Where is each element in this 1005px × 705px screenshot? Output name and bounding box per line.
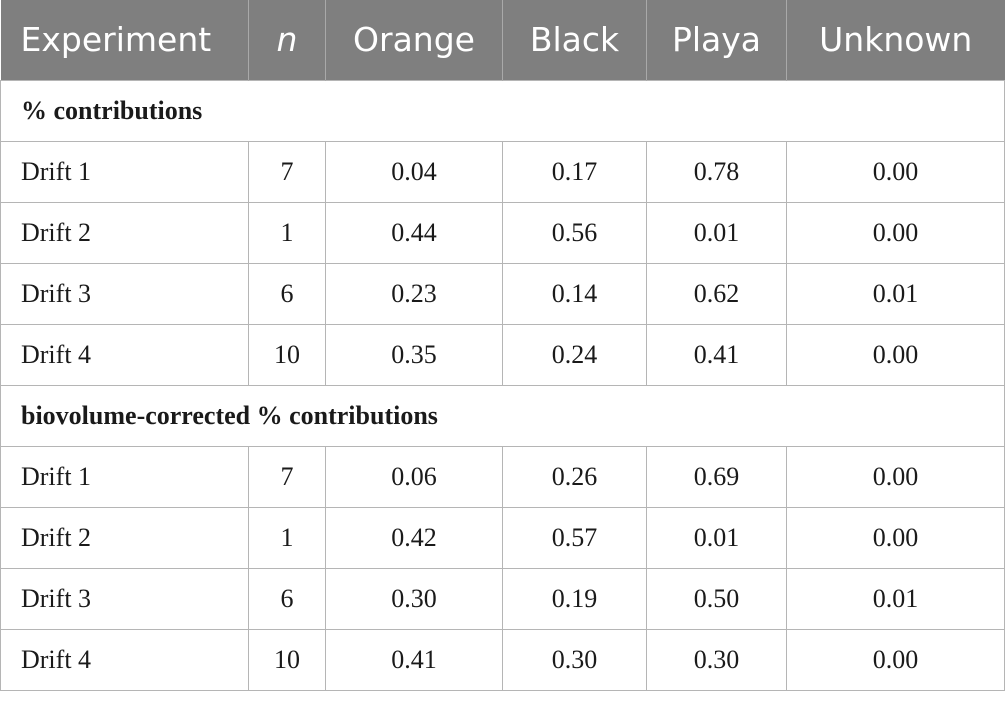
cell-playa: 0.62 bbox=[646, 262, 787, 325]
cell-orange: 0.41 bbox=[325, 628, 503, 691]
cell-orange: 0.04 bbox=[325, 140, 503, 203]
section-title: biovolume-corrected % contributions bbox=[0, 384, 1005, 447]
section-row-biovolume-corrected: biovolume-corrected % contributions bbox=[0, 384, 1005, 447]
cell-playa: 0.41 bbox=[646, 323, 787, 386]
cell-black: 0.26 bbox=[502, 445, 647, 508]
table-header: Experiment n Orange Black Playa Unknown bbox=[0, 0, 1005, 80]
header-experiment: Experiment bbox=[20, 20, 212, 60]
table-row: Drift 3 6 0.23 0.14 0.62 0.01 bbox=[0, 262, 1005, 325]
cell-unknown: 0.00 bbox=[786, 201, 1005, 264]
cell-n: 7 bbox=[248, 140, 326, 203]
header-row: Experiment n Orange Black Playa Unknown bbox=[0, 0, 1005, 80]
cell-orange: 0.35 bbox=[325, 323, 503, 386]
cell-n: 6 bbox=[248, 262, 326, 325]
table-row: Drift 1 7 0.06 0.26 0.69 0.00 bbox=[0, 445, 1005, 508]
cell-playa: 0.50 bbox=[646, 567, 787, 630]
cell-unknown: 0.00 bbox=[786, 628, 1005, 691]
cell-unknown: 0.01 bbox=[786, 262, 1005, 325]
header-black: Black bbox=[502, 0, 647, 80]
cell-playa: 0.01 bbox=[646, 506, 787, 569]
cell-unknown: 0.00 bbox=[786, 506, 1005, 569]
cell-experiment: Drift 1 bbox=[0, 445, 249, 508]
cell-n: 6 bbox=[248, 567, 326, 630]
cell-experiment: Drift 3 bbox=[0, 567, 249, 630]
table-row: Drift 1 7 0.04 0.17 0.78 0.00 bbox=[0, 140, 1005, 203]
cell-experiment: Drift 1 bbox=[0, 140, 249, 203]
cell-playa: 0.30 bbox=[646, 628, 787, 691]
cell-experiment: Drift 2 bbox=[0, 201, 249, 264]
cell-n: 1 bbox=[248, 506, 326, 569]
cell-black: 0.30 bbox=[502, 628, 647, 691]
table-row: Drift 2 1 0.44 0.56 0.01 0.00 bbox=[0, 201, 1005, 264]
cell-experiment: Drift 4 bbox=[0, 323, 249, 386]
table-row: Drift 2 1 0.42 0.57 0.01 0.00 bbox=[0, 506, 1005, 569]
cell-orange: 0.23 bbox=[325, 262, 503, 325]
table-row: Drift 4 10 0.41 0.30 0.30 0.00 bbox=[0, 628, 1005, 691]
cell-n: 1 bbox=[248, 201, 326, 264]
cell-playa: 0.78 bbox=[646, 140, 787, 203]
cell-black: 0.14 bbox=[502, 262, 647, 325]
cell-orange: 0.42 bbox=[325, 506, 503, 569]
cell-n: 10 bbox=[248, 323, 326, 386]
cell-experiment: Drift 3 bbox=[0, 262, 249, 325]
table-row: Drift 3 6 0.30 0.19 0.50 0.01 bbox=[0, 567, 1005, 630]
cell-black: 0.17 bbox=[502, 140, 647, 203]
cell-playa: 0.69 bbox=[646, 445, 787, 508]
cell-unknown: 0.00 bbox=[786, 323, 1005, 386]
cell-unknown: 0.00 bbox=[786, 140, 1005, 203]
cell-black: 0.24 bbox=[502, 323, 647, 386]
cell-n: 7 bbox=[248, 445, 326, 508]
cell-black: 0.57 bbox=[502, 506, 647, 569]
section-title: % contributions bbox=[0, 79, 1005, 142]
header-unknown: Unknown bbox=[786, 0, 1005, 80]
cell-n: 10 bbox=[248, 628, 326, 691]
header-orange: Orange bbox=[325, 0, 503, 80]
cell-black: 0.19 bbox=[502, 567, 647, 630]
section-row-contributions: % contributions bbox=[0, 79, 1005, 142]
table-row: Drift 4 10 0.35 0.24 0.41 0.00 bbox=[0, 323, 1005, 386]
cell-orange: 0.06 bbox=[325, 445, 503, 508]
header-playa: Playa bbox=[646, 0, 787, 80]
cell-experiment: Drift 4 bbox=[0, 628, 249, 691]
cell-experiment: Drift 2 bbox=[0, 506, 249, 569]
cell-black: 0.56 bbox=[502, 201, 647, 264]
cell-playa: 0.01 bbox=[646, 201, 787, 264]
cell-orange: 0.30 bbox=[325, 567, 503, 630]
header-n: n bbox=[248, 0, 326, 80]
cell-unknown: 0.00 bbox=[786, 445, 1005, 508]
cell-orange: 0.44 bbox=[325, 201, 503, 264]
cell-unknown: 0.01 bbox=[786, 567, 1005, 630]
table-body: % contributions Drift 1 7 0.04 0.17 0.78… bbox=[0, 79, 1005, 691]
